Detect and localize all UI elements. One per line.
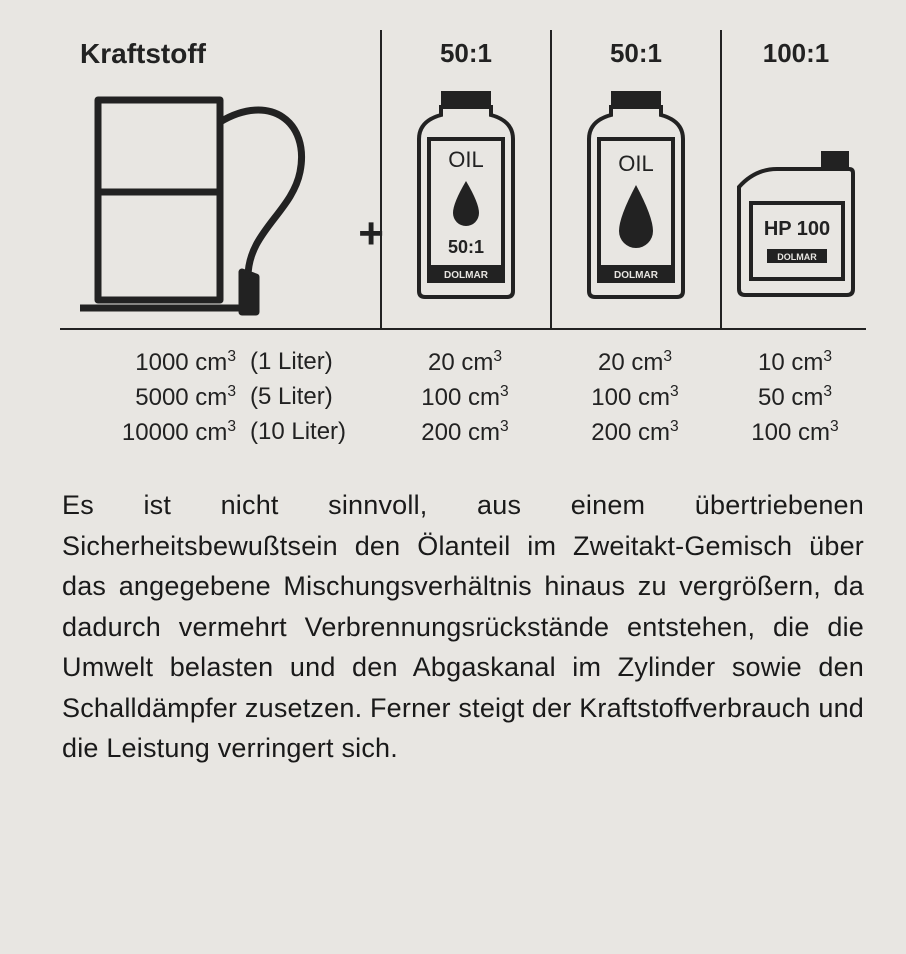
canister-label: HP 100 — [764, 218, 830, 240]
fuel-cm3: 1000 cm3 — [86, 348, 236, 377]
fuel-liters: (5 Liter) — [250, 383, 360, 412]
oil-amount: 50 cm3 — [720, 383, 870, 412]
fuel-pump-icon — [80, 82, 320, 322]
oil-amount: 10 cm3 — [720, 348, 870, 377]
bottle1-brand: DOLMAR — [444, 270, 489, 281]
oil-amount: 100 cm3 — [720, 418, 870, 447]
oil-column-2: 50:1 OIL DOLMAR — [550, 30, 720, 328]
bottle1-oil-label: OIL — [448, 147, 483, 172]
oil-column-1: 50:1 OIL 50:1 DOLMAR — [380, 30, 550, 328]
fuel-cm3: 5000 cm3 — [86, 383, 236, 412]
fuel-liters: (1 Liter) — [250, 348, 360, 377]
oil-bottle-icon-2: OIL DOLMAR — [581, 91, 691, 301]
oil-amount: 200 cm3 — [550, 418, 720, 447]
oil3-amounts-column: 10 cm3 50 cm3 100 cm3 — [720, 348, 870, 447]
fuel-cm3: 10000 cm3 — [86, 418, 236, 447]
table-row: 5000 cm3 (5 Liter) — [60, 383, 380, 412]
oil2-amounts-column: 20 cm3 100 cm3 200 cm3 — [550, 348, 720, 447]
oil-amount: 100 cm3 — [380, 383, 550, 412]
oil-bottle-icon-1: OIL 50:1 DOLMAR — [411, 91, 521, 301]
oil-amount: 200 cm3 — [380, 418, 550, 447]
canister-brand: DOLMAR — [777, 252, 817, 262]
ratio-header-2: 50:1 — [610, 38, 662, 69]
oil-canister-icon: HP 100 DOLMAR — [731, 91, 861, 301]
oil-amount: 20 cm3 — [550, 348, 720, 377]
fuel-liters: (10 Liter) — [250, 418, 360, 447]
oil-amount: 20 cm3 — [380, 348, 550, 377]
mixing-chart-header-row: Kraftstoff + — [60, 30, 866, 330]
oil-amount: 100 cm3 — [550, 383, 720, 412]
document-page: Kraftstoff + — [0, 0, 906, 799]
advisory-paragraph: Es ist nicht sinnvoll, aus einem übertri… — [60, 477, 866, 769]
fuel-column: Kraftstoff + — [60, 30, 380, 328]
plus-symbol: + — [358, 212, 384, 256]
bottle1-ratio-label: 50:1 — [448, 237, 484, 257]
fuel-pump-group: + — [80, 82, 350, 322]
ratio-header-3: 100:1 — [763, 38, 830, 69]
oil-column-3: 100:1 HP 100 DOLMAR — [720, 30, 870, 328]
bottle2-brand: DOLMAR — [614, 270, 659, 281]
fuel-amounts-column: 1000 cm3 (1 Liter) 5000 cm3 (5 Liter) 10… — [60, 348, 380, 447]
bottle2-oil-label: OIL — [618, 151, 653, 176]
mixing-data-table: 1000 cm3 (1 Liter) 5000 cm3 (5 Liter) 10… — [60, 338, 866, 477]
table-row: 10000 cm3 (10 Liter) — [60, 418, 380, 447]
oil1-amounts-column: 20 cm3 100 cm3 200 cm3 — [380, 348, 550, 447]
fuel-header: Kraftstoff — [80, 38, 206, 70]
table-row: 1000 cm3 (1 Liter) — [60, 348, 380, 377]
ratio-header-1: 50:1 — [440, 38, 492, 69]
